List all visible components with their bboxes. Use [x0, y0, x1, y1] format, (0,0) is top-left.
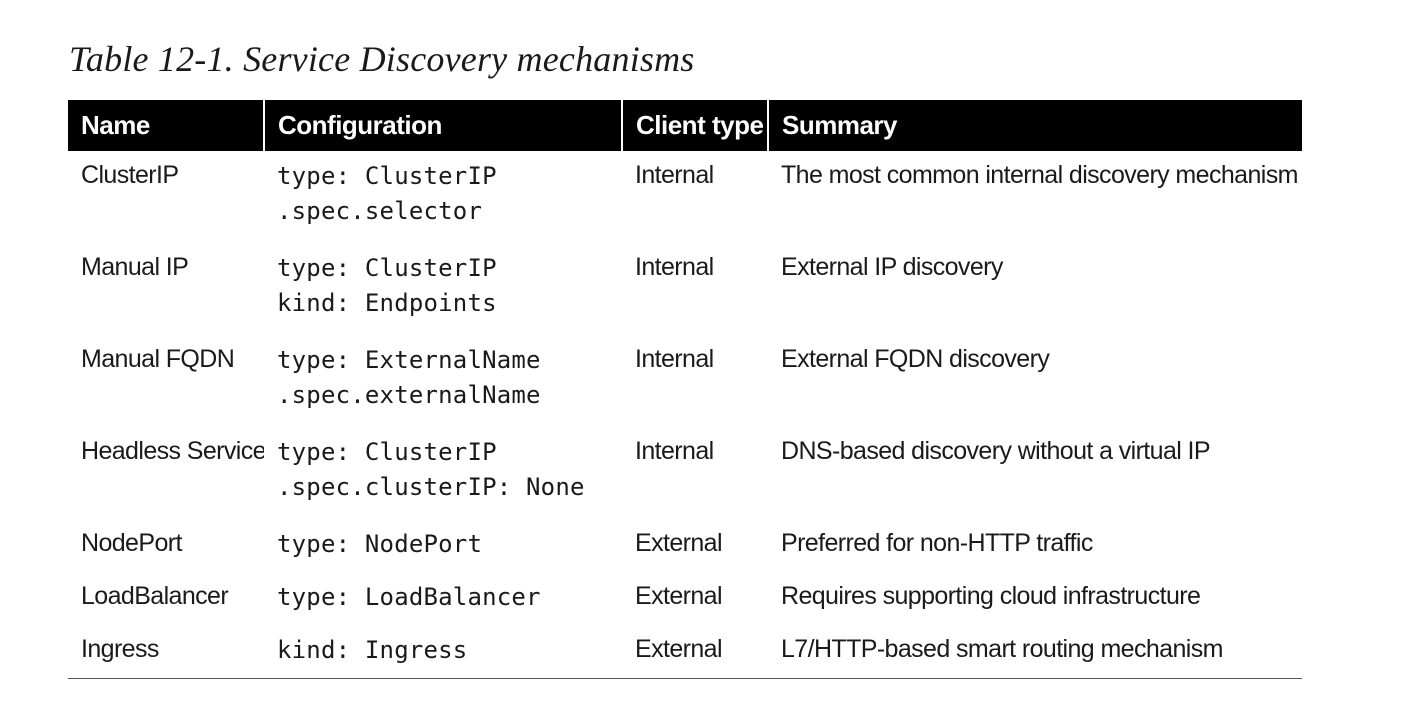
config-line: kind: Ingress [277, 636, 468, 664]
cell-name: Ingress [68, 634, 264, 679]
cell-summary: L7/HTTP-based smart routing mechanism [768, 634, 1302, 679]
cell-client-text: External [635, 582, 723, 610]
cell-name-text: Headless Service [81, 437, 264, 465]
cell-summary: Preferred for non-HTTP traffic [768, 528, 1302, 581]
header-summary: Summary [767, 100, 1302, 151]
cell-name-text: Ingress [81, 635, 159, 663]
config-line: type: ClusterIP [277, 254, 497, 282]
cell-configuration: type: LoadBalancer [264, 581, 622, 634]
cell-summary-text: Requires supporting cloud infrastructure [781, 582, 1201, 610]
cell-name: Headless Service [68, 436, 264, 528]
cell-summary-text: The most common internal discovery mecha… [781, 161, 1298, 189]
cell-client-type: Internal [622, 344, 768, 436]
cell-summary-text: External FQDN discovery [781, 345, 1050, 373]
cell-name: Manual FQDN [68, 344, 264, 436]
cell-client-text: External [635, 635, 723, 663]
cell-configuration: type: ClusterIP .spec.clusterIP: None [264, 436, 622, 528]
cell-name: ClusterIP [68, 151, 264, 252]
cell-client-type: Internal [622, 436, 768, 528]
cell-configuration: type: ExternalName .spec.externalName [264, 344, 622, 436]
config-line: .spec.clusterIP: None [277, 473, 585, 501]
cell-client-type: Internal [622, 151, 768, 252]
cell-configuration: kind: Ingress [264, 634, 622, 679]
table-row: Headless Service type: ClusterIP .spec.c… [68, 436, 1302, 528]
header-name: Name [68, 100, 264, 151]
config-line: type: ClusterIP [277, 162, 497, 190]
table-row: ClusterIP type: ClusterIP .spec.selector… [68, 151, 1302, 252]
cell-client-type: External [622, 528, 768, 581]
cell-name-text: LoadBalancer [81, 582, 229, 610]
cell-client-type: External [622, 634, 768, 679]
cell-configuration: type: NodePort [264, 528, 622, 581]
cell-name-text: Manual IP [81, 253, 189, 281]
cell-client-type: External [622, 581, 768, 634]
cell-client-text: Internal [635, 345, 714, 373]
config-line: .spec.selector [277, 197, 483, 225]
cell-summary-text: External IP discovery [781, 253, 1003, 281]
cell-summary: The most common internal discovery mecha… [768, 151, 1302, 252]
table-caption: Table 12-1. Service Discovery mechanisms [69, 39, 695, 79]
config-line: type: ExternalName [277, 346, 541, 374]
cell-summary-text: DNS-based discovery without a virtual IP [781, 437, 1211, 465]
config-line: type: LoadBalancer [277, 583, 541, 611]
header-configuration: Configuration [263, 100, 622, 151]
cell-name: NodePort [68, 528, 264, 581]
table-row: NodePort type: NodePort External Preferr… [68, 528, 1302, 581]
config-line: type: ClusterIP [277, 438, 497, 466]
cell-client-text: Internal [635, 161, 714, 189]
cell-configuration: type: ClusterIP .spec.selector [264, 151, 622, 252]
table-row: Manual IP type: ClusterIP kind: Endpoint… [68, 252, 1302, 344]
table-row: Ingress kind: Ingress External L7/HTTP-b… [68, 634, 1302, 679]
cell-summary: External FQDN discovery [768, 344, 1302, 436]
cell-client-text: Internal [635, 437, 714, 465]
cell-summary-text: L7/HTTP-based smart routing mechanism [781, 635, 1223, 663]
cell-client-text: External [635, 529, 723, 557]
cell-name-text: NodePort [81, 529, 182, 557]
table-header-row: Name Configuration Client type Summary [68, 100, 1302, 151]
header-client-type: Client type [621, 100, 768, 151]
cell-summary: External IP discovery [768, 252, 1302, 344]
cell-name: LoadBalancer [68, 581, 264, 634]
cell-name: Manual IP [68, 252, 264, 344]
cell-name-text: Manual FQDN [81, 345, 235, 373]
config-line: kind: Endpoints [277, 289, 497, 317]
cell-client-text: Internal [635, 253, 714, 281]
cell-summary-text: Preferred for non-HTTP traffic [781, 529, 1093, 557]
table-row: Manual FQDN type: ExternalName .spec.ext… [68, 344, 1302, 436]
cell-summary: DNS-based discovery without a virtual IP [768, 436, 1302, 528]
service-discovery-table: Name Configuration Client type Summary C… [68, 100, 1302, 679]
cell-summary: Requires supporting cloud infrastructure [768, 581, 1302, 634]
table-row: LoadBalancer type: LoadBalancer External… [68, 581, 1302, 634]
cell-name-text: ClusterIP [81, 161, 179, 189]
cell-configuration: type: ClusterIP kind: Endpoints [264, 252, 622, 344]
cell-client-type: Internal [622, 252, 768, 344]
config-line: .spec.externalName [277, 381, 541, 409]
config-line: type: NodePort [277, 530, 483, 558]
